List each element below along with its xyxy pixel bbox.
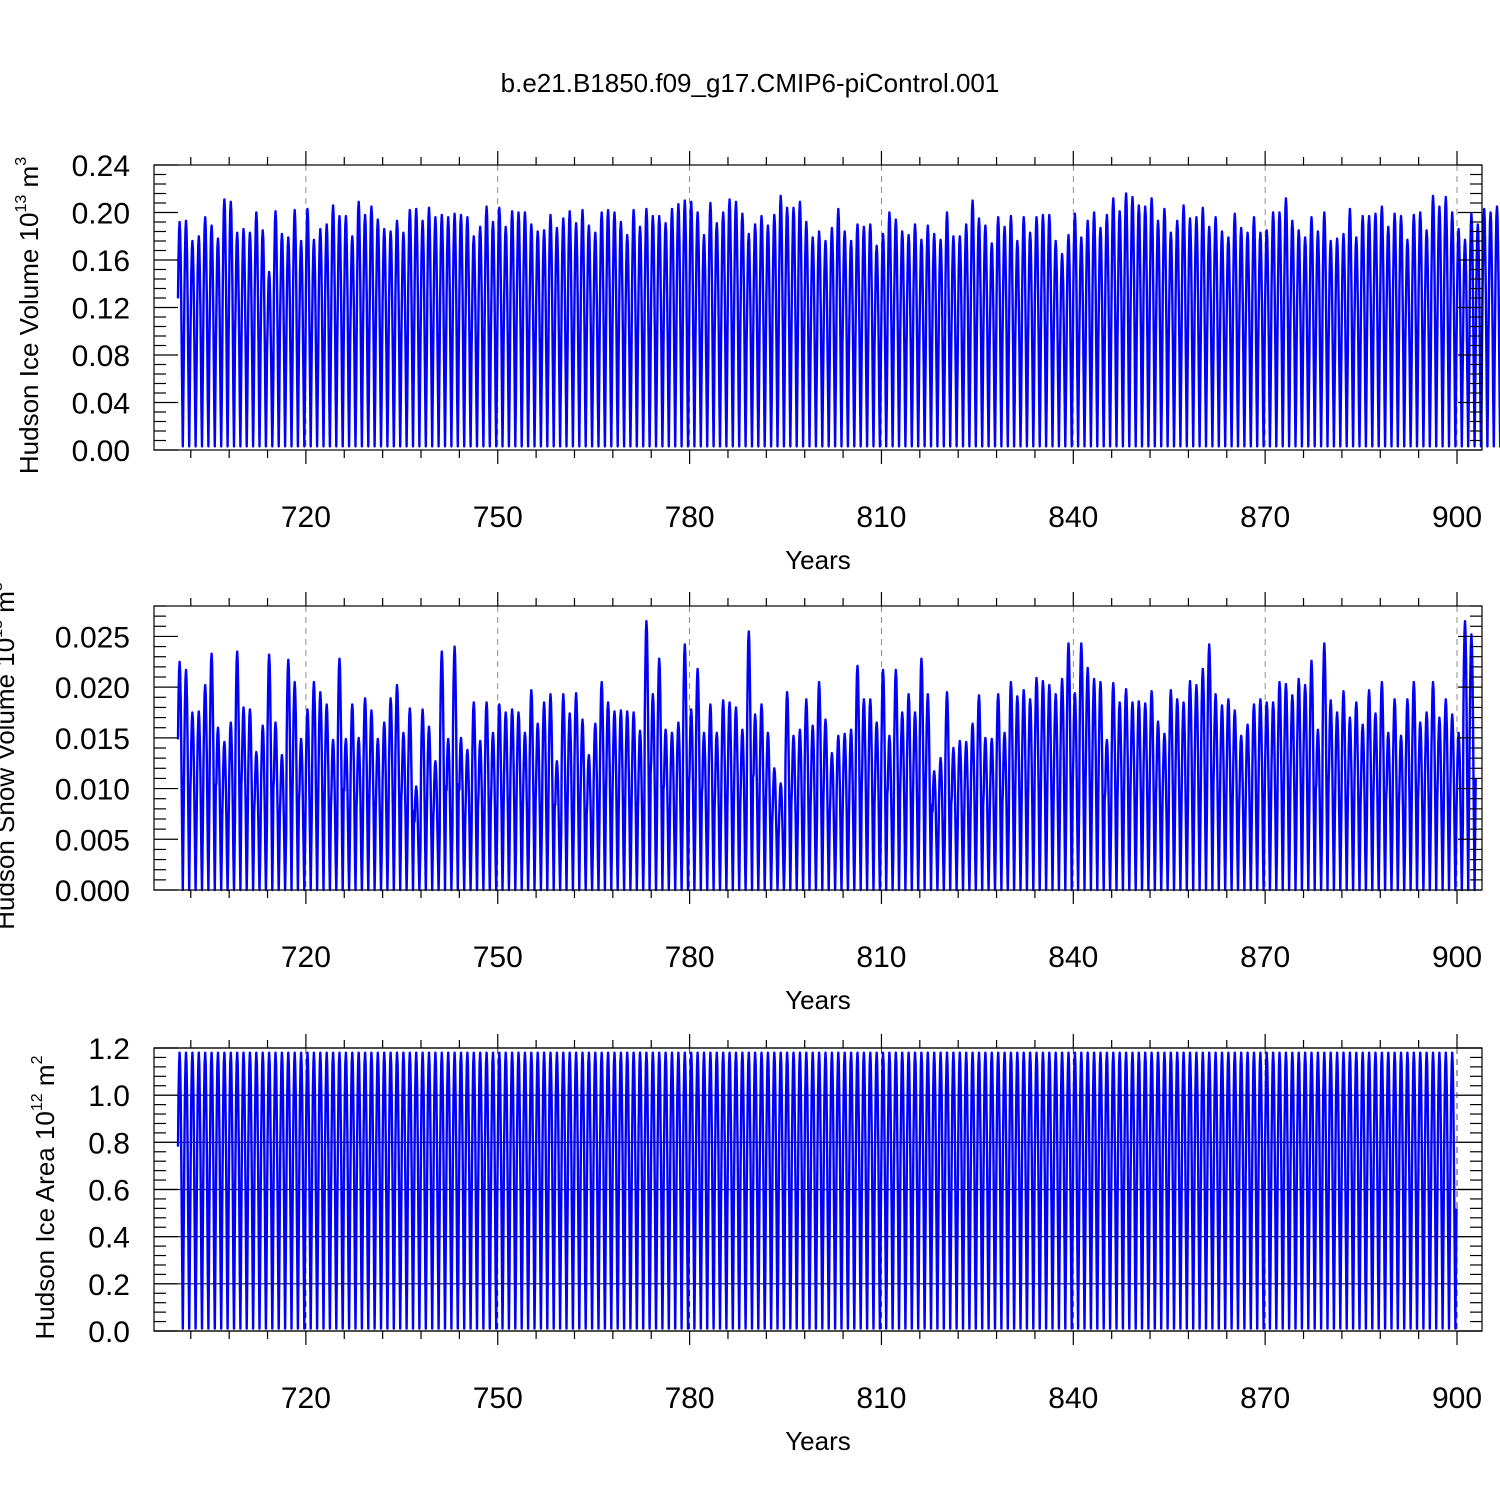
snow-volume-ytick-label: 0.005 [55, 824, 130, 857]
snow-volume-xtick-label: 840 [1048, 941, 1098, 974]
ice-area-ytick-label: 1.0 [88, 1080, 130, 1113]
ice-volume-xtick-label: 840 [1048, 501, 1098, 534]
ice-area-xtick-label: 870 [1240, 1382, 1290, 1415]
figure-title: b.e21.B1850.f09_g17.CMIP6-piControl.001 [501, 68, 1000, 98]
ice-area-xtick-label: 720 [281, 1382, 331, 1415]
ice-area-xtick-label: 810 [856, 1382, 906, 1415]
snow-volume-ytick-label: 0.015 [55, 723, 130, 756]
ice-area-series-line [176, 1051, 1458, 1330]
snow-volume-xtick-label: 870 [1240, 941, 1290, 974]
ice-area-xaxis-label: Years [785, 1426, 851, 1456]
ice-volume-xtick-label: 900 [1432, 501, 1482, 534]
snow-volume-xtick-label: 780 [665, 941, 715, 974]
ice-area-ytick-label: 0.0 [88, 1316, 130, 1349]
snow-volume-xtick-label: 720 [281, 941, 331, 974]
ice-volume-ytick-label: 0.12 [72, 293, 130, 326]
ice-volume-series-line [176, 192, 1500, 448]
ice-volume-ytick-label: 0.20 [72, 198, 130, 231]
ice-area-ytick-label: 0.4 [88, 1222, 130, 1255]
ice-area-xtick-label: 840 [1048, 1382, 1098, 1415]
ice-area-ytick-label: 0.6 [88, 1175, 130, 1208]
ice-area-ytick-label: 1.2 [88, 1033, 130, 1066]
snow-volume-panel: 720 750 780 810 840 870 900 Years 0.000 0.005 0.01… [0, 582, 1483, 1015]
snow-volume-yaxis-label: Hudson Snow Volume 1013 m3 [0, 582, 20, 930]
ice-volume-ytick-label: 0.16 [72, 245, 130, 278]
ice-volume-ytick-label: 0.08 [72, 340, 130, 373]
ice-volume-xtick-label: 780 [665, 501, 715, 534]
ice-area-xtick-label: 900 [1432, 1382, 1482, 1415]
ice-volume-ytick-label: 0.24 [72, 150, 130, 183]
snow-volume-ytick-label: 0.010 [55, 774, 130, 807]
snow-volume-xtick-label: 750 [473, 941, 523, 974]
snow-volume-xtick-label: 900 [1432, 941, 1482, 974]
ice-volume-xtick-label: 870 [1240, 501, 1290, 534]
ice-area-xtick-label: 780 [665, 1382, 715, 1415]
snow-volume-ytick-label: 0.020 [55, 672, 130, 705]
ice-area-xtick-label: 750 [473, 1382, 523, 1415]
snow-volume-series-line [176, 620, 1477, 892]
ice-volume-panel: 720 750 780 810 840 870 900 Years 0.00 0.04 0.08 0.… [13, 150, 1500, 575]
ice-volume-xaxis-label: Years [785, 545, 851, 575]
ice-volume-xtick-label: 810 [856, 501, 906, 534]
ice-volume-xtick-label: 720 [281, 501, 331, 534]
ice-area-yaxis-label: Hudson Ice Area 1012 m2 [29, 1055, 60, 1339]
ice-area-ytick-label: 0.8 [88, 1127, 130, 1160]
snow-volume-xtick-label: 810 [856, 941, 906, 974]
snow-volume-ytick-label: 0.000 [55, 875, 130, 908]
ice-volume-ytick-label: 0.04 [72, 388, 130, 421]
ice-area-ytick-label: 0.2 [88, 1269, 130, 1302]
ice-volume-yaxis-label: Hudson Ice Volume 1013 m3 [13, 157, 44, 474]
snow-volume-ytick-label: 0.025 [55, 621, 130, 654]
ice-volume-xtick-label: 750 [473, 501, 523, 534]
snow-volume-xaxis-label: Years [785, 985, 851, 1015]
ice-volume-ytick-label: 0.00 [72, 435, 130, 468]
ice-area-panel: 720 750 780 810 840 870 900 Years 0.0 0.2 0.4 0.6 0.… [29, 1033, 1483, 1456]
